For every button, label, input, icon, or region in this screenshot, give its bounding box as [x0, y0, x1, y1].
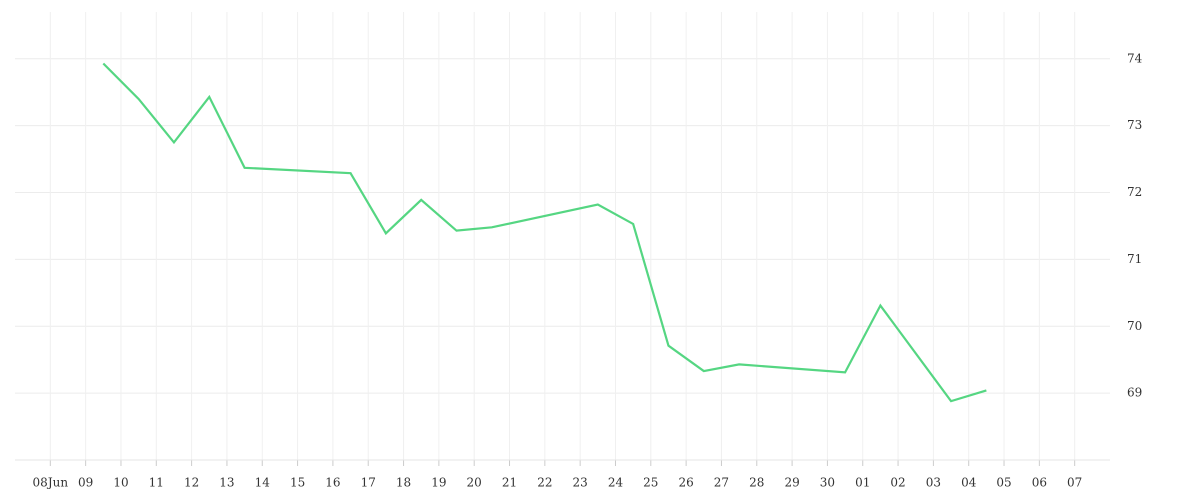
x-tick-label: 06 [1032, 476, 1047, 490]
x-tick-label: 22 [537, 476, 552, 490]
x-tick-label: 03 [926, 476, 941, 490]
x-tick-label: 21 [502, 476, 517, 490]
x-tick-label: 30 [820, 476, 835, 490]
x-tick-label: 04 [961, 476, 977, 490]
x-tick-label: 29 [784, 476, 799, 490]
y-tick-label: 72 [1127, 185, 1142, 199]
x-tick-label: 26 [678, 476, 693, 490]
x-tick-label: 01 [855, 476, 870, 490]
y-tick-label: 74 [1127, 51, 1143, 65]
x-tick-label: 02 [890, 476, 905, 490]
x-tick-label: 28 [749, 476, 764, 490]
x-tick-label: 13 [219, 476, 234, 490]
x-tick-label: 19 [431, 476, 446, 490]
x-tick-label: 10 [113, 476, 128, 490]
x-tick-label: 27 [714, 476, 729, 490]
x-tick-label: 23 [573, 476, 588, 490]
x-tick-label: 17 [361, 476, 376, 490]
y-tick-label: 73 [1127, 118, 1142, 132]
x-tick-label: 25 [643, 476, 658, 490]
y-tick-label: 71 [1127, 252, 1142, 266]
y-tick-label: 70 [1127, 319, 1142, 333]
x-tick-label: 09 [78, 476, 93, 490]
x-tick-label: 12 [184, 476, 199, 490]
x-tick-label: 05 [996, 476, 1011, 490]
x-tick-label: 11 [149, 476, 164, 490]
line [102, 62, 987, 403]
x-tick-label: 24 [608, 476, 624, 490]
x-tick-label: 18 [396, 476, 411, 490]
x-tick-label: 08Jun [33, 476, 69, 490]
x-tick-label: 07 [1067, 476, 1082, 490]
x-tick-label: 16 [325, 476, 340, 490]
x-tick-label: 14 [255, 476, 271, 490]
x-tick-label: 15 [290, 476, 305, 490]
x-tick-label: 20 [467, 476, 482, 490]
y-tick-label: 69 [1127, 386, 1142, 400]
